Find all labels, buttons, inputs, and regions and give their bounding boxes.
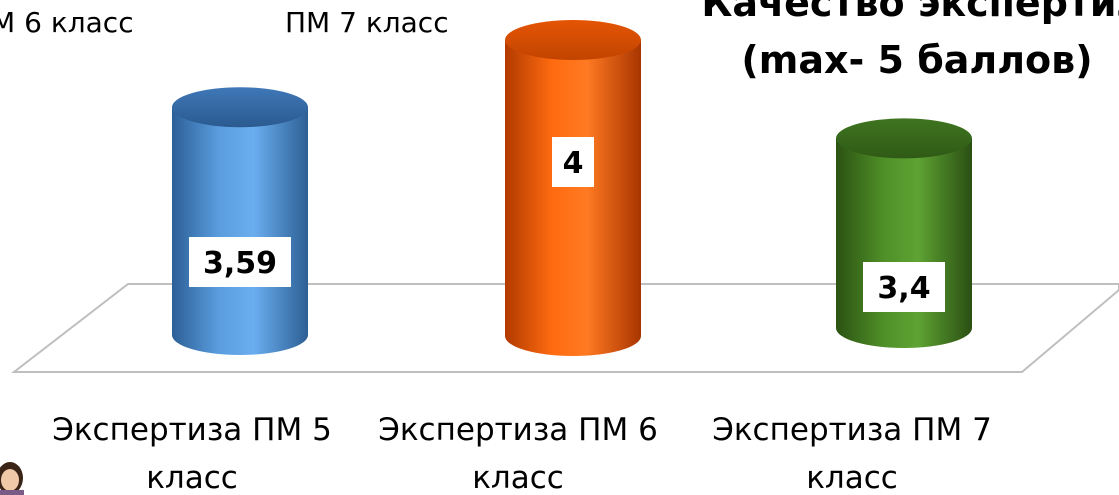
legend-item-pm6: ПМ 6 класс — [0, 6, 134, 39]
value-label-box-pm7 — [863, 262, 945, 312]
avatar-icon — [0, 462, 24, 495]
bar-top-pm7 — [836, 118, 972, 159]
value-label-box-pm5 — [189, 237, 291, 287]
legend-item-pm7: ПМ 7 класс — [285, 6, 449, 39]
category-label-2-line2: класс — [472, 460, 564, 495]
category-label-2-line1: Экспертиза ПМ 6 — [378, 412, 658, 448]
value-label-pm5: 3,59 — [203, 246, 277, 281]
bar-top-pm6 — [505, 20, 641, 60]
chart-title-line1: Качество экспертиз — [701, 0, 1119, 25]
value-label-pm6: 4 — [563, 146, 584, 181]
bar-pm6 — [505, 40, 641, 356]
category-label-3-line1: Экспертиза ПМ 7 — [712, 412, 992, 448]
bars-group: 3,59 4 3,4 — [172, 20, 972, 356]
bar-pm7 — [836, 138, 972, 348]
value-label-pm7: 3,4 — [877, 271, 930, 306]
bar-top-pm5 — [172, 87, 308, 128]
bar-pm5 — [172, 107, 308, 356]
category-label-3-line2: класс — [806, 460, 898, 495]
category-label-1-line1: Экспертиза ПМ 5 — [52, 412, 332, 448]
chart-title-line2: (max- 5 баллов) — [741, 38, 1092, 82]
category-label-1-line2: класс — [146, 460, 238, 495]
value-label-box-pm6 — [552, 137, 594, 187]
